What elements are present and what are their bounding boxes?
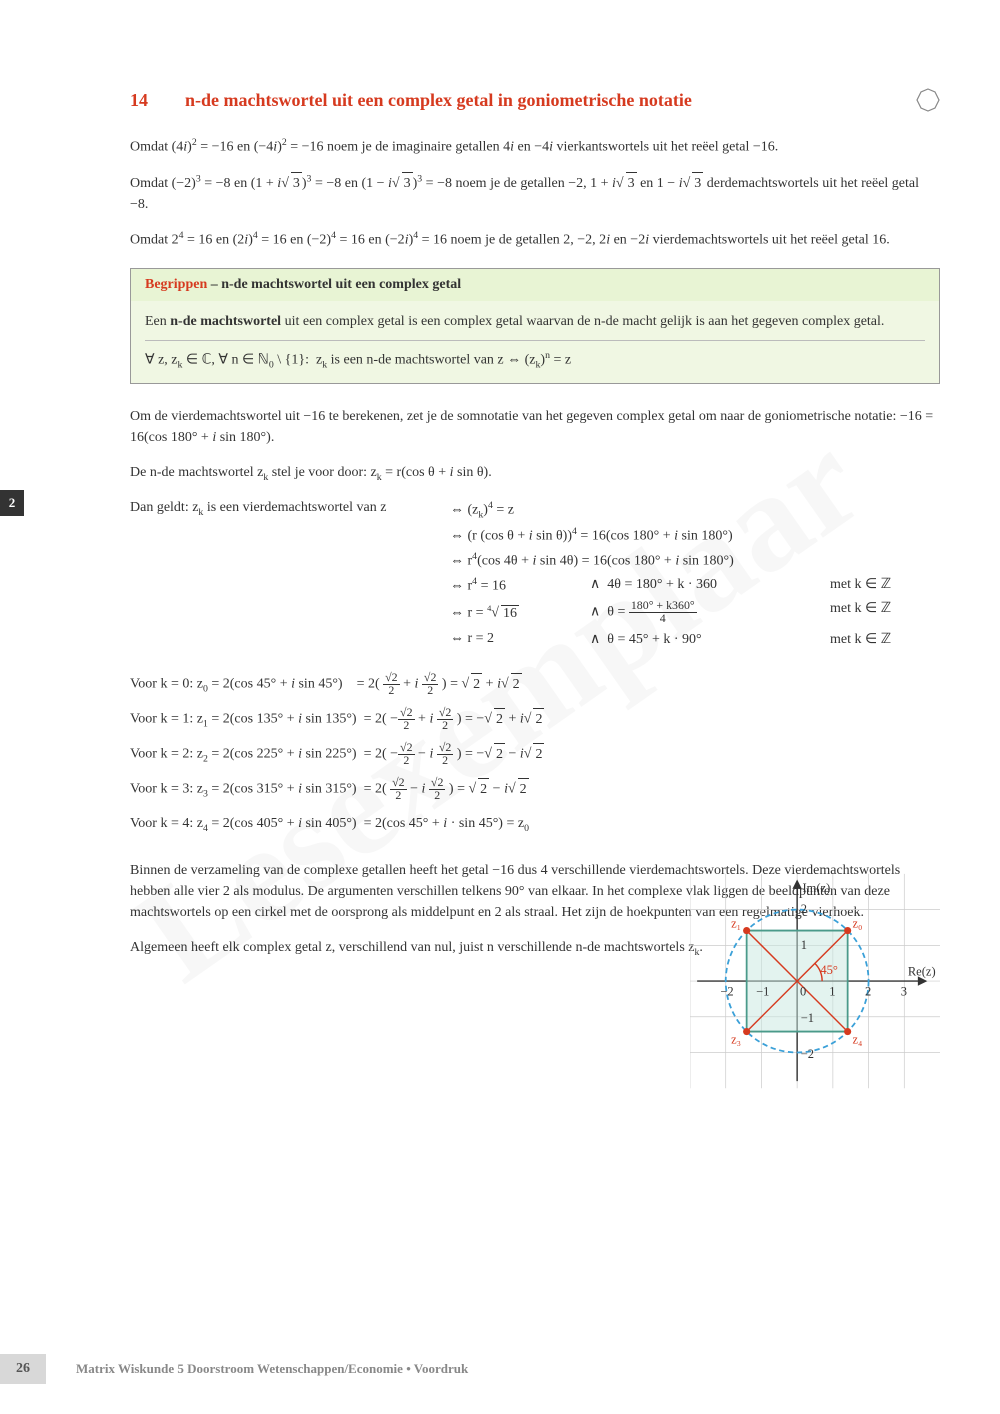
k-rows: Voor k = 0: z0 = 2(cos 45° + i sin 45°) …: [130, 672, 690, 836]
intro-p3: Omdat 24 = 16 en (2i)4 = 16 en (−2)4 = 1…: [130, 229, 940, 251]
def-body-text: Een n-de machtswortel uit een complex ge…: [145, 311, 925, 332]
svg-text:−2: −2: [720, 984, 733, 998]
k3: Voor k = 3: z3 = 2(cos 315° + i sin 315°…: [130, 777, 690, 802]
definition-box: Begrippen – n-de machtswortel uit een co…: [130, 268, 940, 384]
k1: Voor k = 1: z1 = 2(cos 135° + i sin 135°…: [130, 707, 690, 732]
derivation-steps: Dan geldt: zk is een vierdemachtswortel …: [130, 500, 940, 648]
definition-body: Een n-de machtswortel uit een complex ge…: [131, 301, 939, 383]
svg-text:−1: −1: [801, 1011, 814, 1025]
definition-title: Begrippen – n-de machtswortel uit een co…: [131, 269, 939, 301]
begrippen-label: Begrippen: [145, 277, 207, 292]
step-2: ⇔ r4(cos 4θ + i sin 4θ) = 16(cos 180° + …: [130, 551, 940, 570]
polygon-icon: [916, 88, 940, 112]
def-dash: –: [207, 277, 221, 292]
svg-text:0: 0: [800, 984, 806, 998]
section-number: 14: [130, 90, 160, 111]
svg-text:1: 1: [801, 938, 807, 952]
page-number: 26: [0, 1354, 46, 1384]
svg-text:Im(z): Im(z): [803, 881, 831, 895]
svg-text:Re(z): Re(z): [908, 965, 936, 979]
step-1: ⇔ (r (cos θ + i sin θ))4 = 16(cos 180° +…: [130, 526, 940, 545]
derivation-p2: De n-de machtswortel zk stel je voor doo…: [130, 462, 940, 485]
step-3: ⇔ r4 = 16∧ 4θ = 180° + k · 360 met k ∈ ℤ: [130, 576, 940, 595]
footer: 26 Matrix Wiskunde 5 Doorstroom Wetensch…: [0, 1354, 468, 1384]
def-formula: ∀ z, zk ∈ ℂ, ∀ n ∈ ℕ0 \ {1}: zk is een n…: [145, 340, 925, 373]
svg-text:z₁: z₁: [731, 917, 741, 931]
step-4: ⇔ r = 4√16∧ θ = 180° + k360°4 met k ∈ ℤ: [130, 600, 940, 625]
section-heading: n-de machtswortel uit een complex getal …: [185, 90, 692, 111]
svg-text:2: 2: [801, 902, 807, 916]
svg-text:z₃: z₃: [731, 1033, 741, 1047]
step-0: Dan geldt: zk is een vierdemachtswortel …: [130, 500, 940, 520]
k0: Voor k = 0: z0 = 2(cos 45° + i sin 45°) …: [130, 672, 690, 697]
svg-text:z₀: z₀: [853, 917, 863, 931]
svg-text:−1: −1: [756, 984, 769, 998]
content: Omdat (4i)2 = −16 en (−4i)2 = −16 noem j…: [130, 136, 940, 961]
svg-text:z₄: z₄: [853, 1033, 863, 1047]
complex-plane-diagram: Im(z) Re(z) 45° z₀ z₁ z₃ z₄ −2 −1 0 1 2 3 2 1…: [690, 870, 940, 1110]
section-title: 14 n-de machtswortel uit een complex get…: [130, 90, 940, 111]
derivation-p1: Om de vierdemachtswortel uit −16 te bere…: [130, 406, 940, 448]
svg-text:3: 3: [901, 984, 907, 998]
step-5: ⇔ r = 2∧ θ = 45° + k · 90° met k ∈ ℤ: [130, 631, 940, 648]
def-topic: n-de machtswortel uit een complex getal: [221, 277, 461, 292]
svg-text:2: 2: [865, 984, 871, 998]
svg-text:45°: 45°: [820, 963, 838, 977]
intro-p2: Omdat (−2)3 = −8 en (1 + i√3)3 = −8 en (…: [130, 172, 940, 215]
k4: Voor k = 4: z4 = 2(cos 405° + i sin 405°…: [130, 813, 690, 836]
intro-p1: Omdat (4i)2 = −16 en (−4i)2 = −16 noem j…: [130, 136, 940, 158]
svg-text:1: 1: [829, 984, 835, 998]
chapter-tab: 2: [0, 490, 24, 516]
k2: Voor k = 2: z2 = 2(cos 225° + i sin 225°…: [130, 742, 690, 767]
svg-text:−2: −2: [801, 1047, 814, 1061]
footer-text: Matrix Wiskunde 5 Doorstroom Wetenschapp…: [76, 1361, 468, 1377]
